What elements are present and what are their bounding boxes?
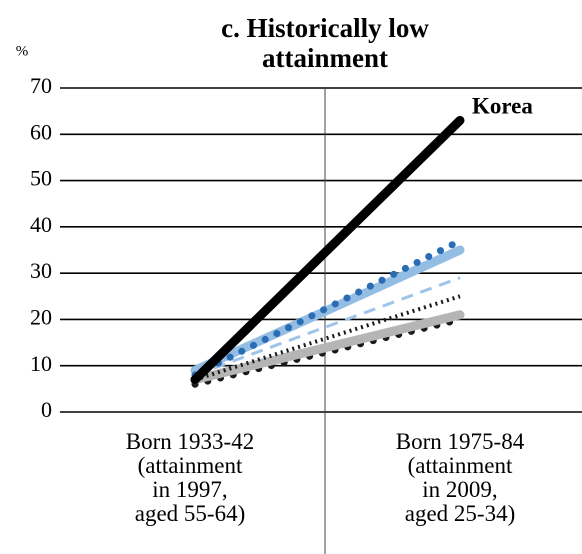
y-tick-label: 40 [30, 212, 52, 237]
y-tick-label: 60 [30, 119, 52, 144]
y-unit: % [16, 43, 29, 59]
series-line [191, 237, 464, 379]
y-tick-label: 70 [30, 73, 52, 98]
series-line [190, 310, 465, 385]
series-line [194, 276, 461, 377]
y-tick-label: 20 [30, 304, 52, 329]
y-tick-label: 0 [41, 397, 52, 422]
chart-title: c. Historically low attainment [221, 13, 429, 73]
series-line [194, 294, 461, 382]
y-tick-label: 50 [30, 166, 52, 191]
y-tick-label: 30 [30, 258, 52, 283]
x-tick-label: Born 1975-84 (attainment in 2009, aged 2… [395, 429, 525, 527]
series-line [190, 115, 465, 385]
x-tick-label: Born 1933-42 (attainment in 1997, aged 5… [125, 429, 255, 527]
y-tick-label: 10 [30, 351, 52, 376]
series-label: Korea [472, 94, 533, 119]
